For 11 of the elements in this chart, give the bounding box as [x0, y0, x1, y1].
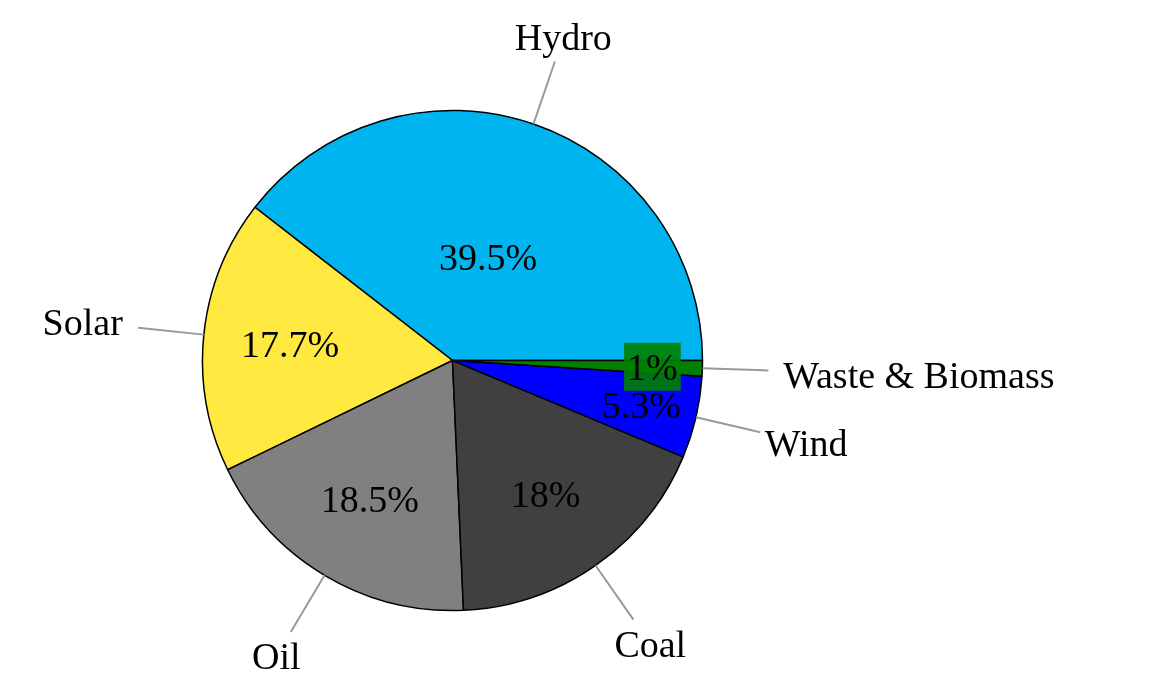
- data-label: 18%: [510, 472, 581, 515]
- data-label: 1%: [627, 345, 678, 388]
- data-label: 17.7%: [240, 322, 340, 365]
- slice-label: Waste & Biomass: [783, 354, 1055, 397]
- data-label: 18.5%: [320, 478, 419, 521]
- slice-label: Solar: [42, 301, 124, 344]
- slice-label: Hydro: [514, 15, 612, 58]
- slice-label: Oil: [252, 635, 301, 678]
- slice-label: Coal: [614, 622, 687, 665]
- data-label: 39.5%: [439, 235, 538, 278]
- slice-label: Wind: [764, 422, 848, 465]
